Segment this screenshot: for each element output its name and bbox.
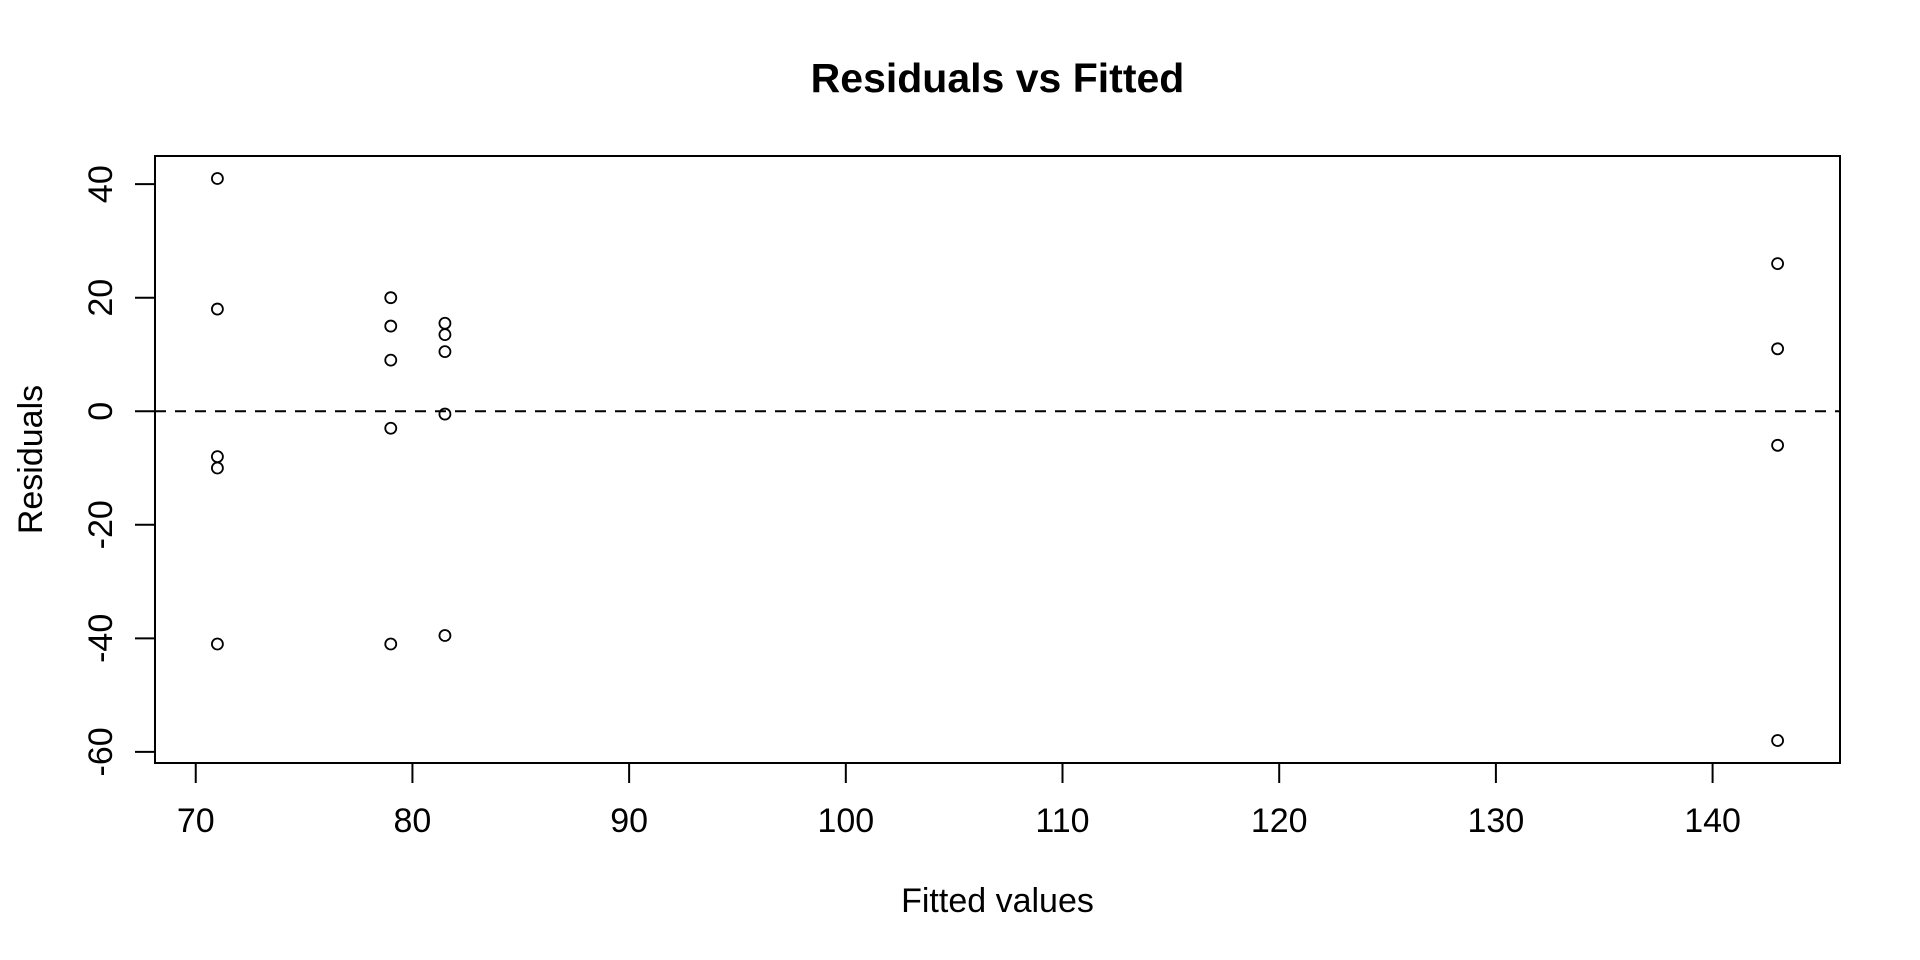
data-point	[438, 629, 452, 642]
x-axis-tick-label: 80	[394, 802, 432, 840]
x-axis-tick-label: 110	[1035, 802, 1089, 840]
data-point	[211, 461, 224, 475]
data-point	[1771, 257, 1784, 271]
data-point	[211, 450, 224, 464]
y-axis-tick-label: -60	[82, 727, 120, 776]
x-axis-label: Fitted values	[901, 882, 1094, 920]
x-axis-tick-label: 120	[1251, 802, 1308, 840]
plot-border	[154, 155, 1841, 764]
x-axis-tick-label: 90	[610, 802, 648, 840]
data-point	[384, 421, 398, 435]
y-axis-tick-label: 20	[82, 279, 120, 317]
y-axis-tick-label: 0	[82, 402, 120, 421]
x-axis-tick-label: 70	[177, 802, 215, 840]
y-axis-tick-label: -40	[82, 614, 120, 663]
x-axis-tick-label: 100	[817, 802, 874, 840]
data-point	[211, 172, 224, 185]
y-axis-tick-label: -20	[82, 500, 120, 549]
data-point	[211, 637, 224, 651]
data-point	[438, 407, 452, 421]
data-point	[438, 316, 452, 330]
data-point	[211, 302, 224, 316]
data-point	[384, 319, 398, 333]
y-axis-label: Residuals	[12, 385, 50, 534]
data-point	[1771, 438, 1784, 452]
data-point	[438, 328, 452, 342]
y-axis-tick-label: 40	[82, 165, 120, 203]
chart-title: Residuals vs Fitted	[811, 55, 1185, 101]
data-point	[384, 353, 398, 367]
data-point	[1771, 342, 1784, 356]
data-point	[384, 291, 398, 305]
data-point	[384, 637, 398, 651]
data-point	[438, 345, 452, 359]
x-axis-tick-label: 130	[1468, 802, 1525, 840]
x-axis-tick-label: 140	[1684, 802, 1741, 840]
data-point	[1771, 734, 1784, 747]
